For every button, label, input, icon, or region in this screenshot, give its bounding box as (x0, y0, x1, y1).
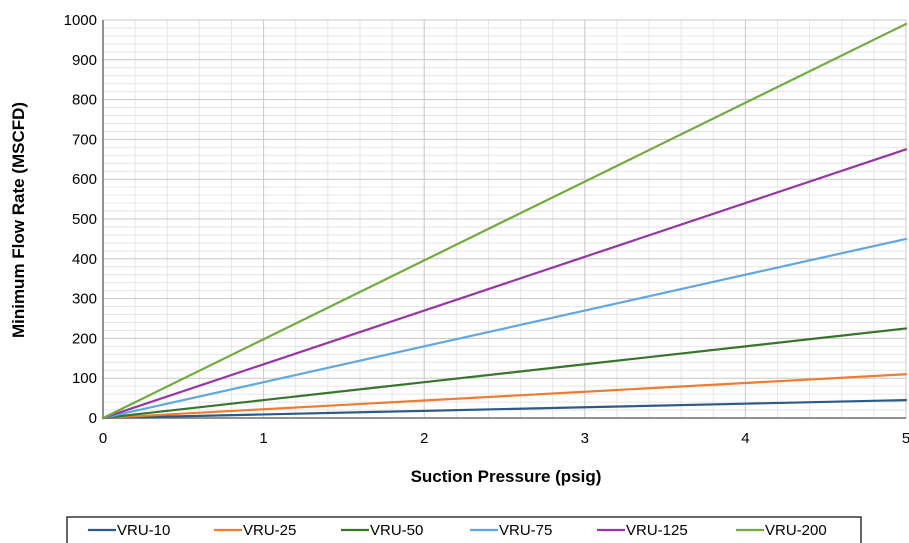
series-lines (101, 22, 908, 420)
series-line-vru-50 (101, 327, 908, 420)
x-tick-label: 4 (741, 430, 749, 447)
y-tick-label: 300 (72, 291, 97, 308)
legend-label-vru-50: VRU-50 (370, 522, 423, 539)
y-tick-label: 400 (72, 251, 97, 268)
y-tick-label: 100 (72, 370, 97, 387)
y-axis-title: Minimum Flow Rate (MSCFD) (9, 102, 28, 338)
x-tick-label: 5 (902, 430, 909, 447)
legend-box (66, 516, 862, 543)
x-axis-title: Suction Pressure (psig) (411, 467, 602, 486)
axes (102, 20, 906, 419)
series-line-vru-25 (101, 373, 908, 420)
y-tick-label: 600 (72, 171, 97, 188)
y-tick-label: 500 (72, 211, 97, 228)
legend-label-vru-25: VRU-25 (243, 522, 296, 539)
x-tick-label: 0 (99, 430, 107, 447)
y-tick-label: 1000 (64, 12, 97, 29)
series-line-vru-200 (101, 22, 908, 420)
series-line-vru-10 (101, 398, 908, 420)
legend: VRU-10 VRU-25 VRU-50 VRU-75 VRU-125 VRU-200 (66, 516, 862, 543)
legend-label-vru-125: VRU-125 (626, 522, 688, 539)
y-tick-label: 800 (72, 92, 97, 109)
legend-label-vru-75: VRU-75 (499, 522, 552, 539)
series-line-vru-75 (101, 237, 908, 420)
y-tick-label: 0 (89, 410, 97, 427)
x-tick-label: 2 (420, 430, 428, 447)
x-tick-labels: 0 1 2 3 4 5 (99, 430, 909, 447)
x-tick-label: 1 (259, 430, 267, 447)
series-line-vru-125 (101, 148, 908, 420)
legend-label-vru-10: VRU-10 (117, 522, 170, 539)
legend-label-vru-200: VRU-200 (765, 522, 827, 539)
x-tick-label: 3 (581, 430, 589, 447)
y-tick-labels: 0 100 200 300 400 500 600 700 800 900 1000 (64, 12, 97, 427)
y-tick-label: 200 (72, 330, 97, 347)
y-tick-label: 900 (72, 52, 97, 69)
y-tick-label: 700 (72, 131, 97, 148)
